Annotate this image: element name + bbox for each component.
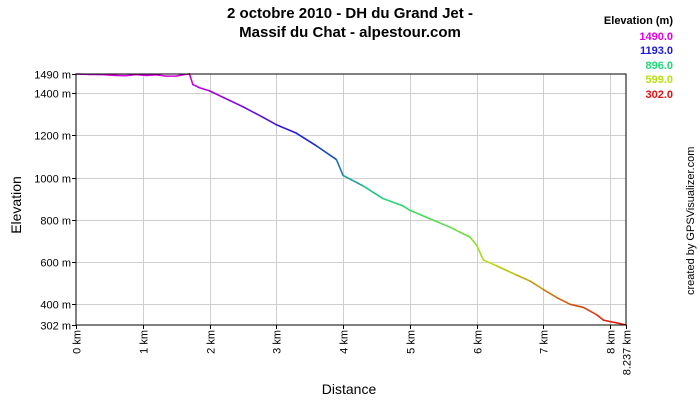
chart-title-line-2: Massif du Chat - alpestour.com xyxy=(239,24,461,41)
profile-segment xyxy=(602,319,611,323)
profile-segment xyxy=(335,158,344,177)
profile-segment xyxy=(469,236,478,246)
profile-segment xyxy=(582,306,598,316)
x-tick-label: 2 km xyxy=(206,330,218,354)
profile-segment xyxy=(208,90,224,99)
x-tick-label: 7 km xyxy=(539,330,551,354)
chart-title: 2 octobre 2010 - DH du Grand Jet - Massi… xyxy=(150,4,550,42)
y-tick-label: 800 m xyxy=(40,216,71,228)
y-tick-label: 302 m xyxy=(40,321,71,333)
x-tick-label: 6 km xyxy=(473,330,485,354)
profile-segment xyxy=(449,226,471,238)
profile-segment xyxy=(495,265,518,276)
legend-item-599: 599.0 xyxy=(645,74,673,87)
profile-segment xyxy=(222,96,244,108)
profile-segment xyxy=(275,123,298,134)
y-tick-label: 1400 m xyxy=(34,89,71,101)
y-tick-label: 1000 m xyxy=(34,174,71,186)
legend-item-896: 896.0 xyxy=(645,59,673,72)
profile-segment xyxy=(529,280,545,291)
x-tick-label: 8 km xyxy=(606,330,618,354)
plot-frame xyxy=(75,73,627,326)
x-tick-label: 3 km xyxy=(272,330,284,354)
profile-segment xyxy=(125,73,137,77)
x-axis-label: Distance xyxy=(322,381,377,397)
profile-segment xyxy=(135,73,147,77)
x-tick-labels: 0 km 1 km 2 km 3 km 4 km 5 km 6 km 7 km 8 km 8.23… xyxy=(72,330,634,375)
profile-segment xyxy=(342,174,364,187)
profile-segment xyxy=(295,132,318,147)
credit-label: created by GPSVisualizer.com xyxy=(685,147,697,295)
x-tick-label: 0 km xyxy=(72,330,84,354)
profile-segment xyxy=(315,145,338,161)
y-tick-label: 1490 m xyxy=(34,70,71,82)
profile-segment xyxy=(188,73,194,86)
profile-segment xyxy=(409,209,431,220)
x-tick-label: 8.237 km xyxy=(622,330,634,375)
grid-lines xyxy=(72,74,627,329)
profile-segment xyxy=(362,185,384,200)
y-axis-label: Elevation xyxy=(8,176,24,234)
profile-segment xyxy=(475,244,485,261)
profile-segment xyxy=(262,116,278,126)
legend-item-302: 302.0 xyxy=(645,88,673,101)
profile-segment xyxy=(429,217,451,228)
profile-segment xyxy=(242,105,264,119)
x-tick-label: 1 km xyxy=(139,330,151,354)
profile-segment xyxy=(145,74,157,77)
profile-segment xyxy=(482,259,498,267)
x-tick-label: 4 km xyxy=(339,330,351,354)
credit-text: created by GPSVisualizer.com xyxy=(683,118,697,298)
profile-segment xyxy=(402,205,411,212)
y-tick-label: 600 m xyxy=(40,258,71,270)
profile-segment xyxy=(198,86,211,92)
profile-segment xyxy=(555,296,571,306)
profile-segment xyxy=(101,73,117,77)
profile-segment xyxy=(192,83,201,89)
profile-segment xyxy=(569,303,585,309)
profile-segment xyxy=(382,197,404,207)
y-tick-label: 400 m xyxy=(40,300,71,312)
x-tick-label: 5 km xyxy=(406,330,418,354)
profile-segment xyxy=(609,320,618,324)
legend-title: Elevation (m) xyxy=(603,15,673,27)
chart-title-line-1: 2 octobre 2010 - DH du Grand Jet - xyxy=(227,5,473,22)
elevation-legend: Elevation (m) 1490.0 1193.0 896.0 599.0 … xyxy=(560,14,673,103)
profile-segment xyxy=(596,314,605,321)
profile-segment xyxy=(515,274,531,282)
profile-segment xyxy=(542,288,558,299)
profile-segment xyxy=(155,74,167,77)
legend-item-1490: 1490.0 xyxy=(639,30,673,43)
legend-item-1193: 1193.0 xyxy=(639,45,673,58)
elevation-profile xyxy=(75,73,627,326)
profile-segment xyxy=(175,74,184,77)
y-tick-labels: 1490 m 1400 m 1200 m 1000 m 800 m 600 m 400 m 3… xyxy=(34,70,71,333)
y-tick-label: 1200 m xyxy=(34,131,71,143)
